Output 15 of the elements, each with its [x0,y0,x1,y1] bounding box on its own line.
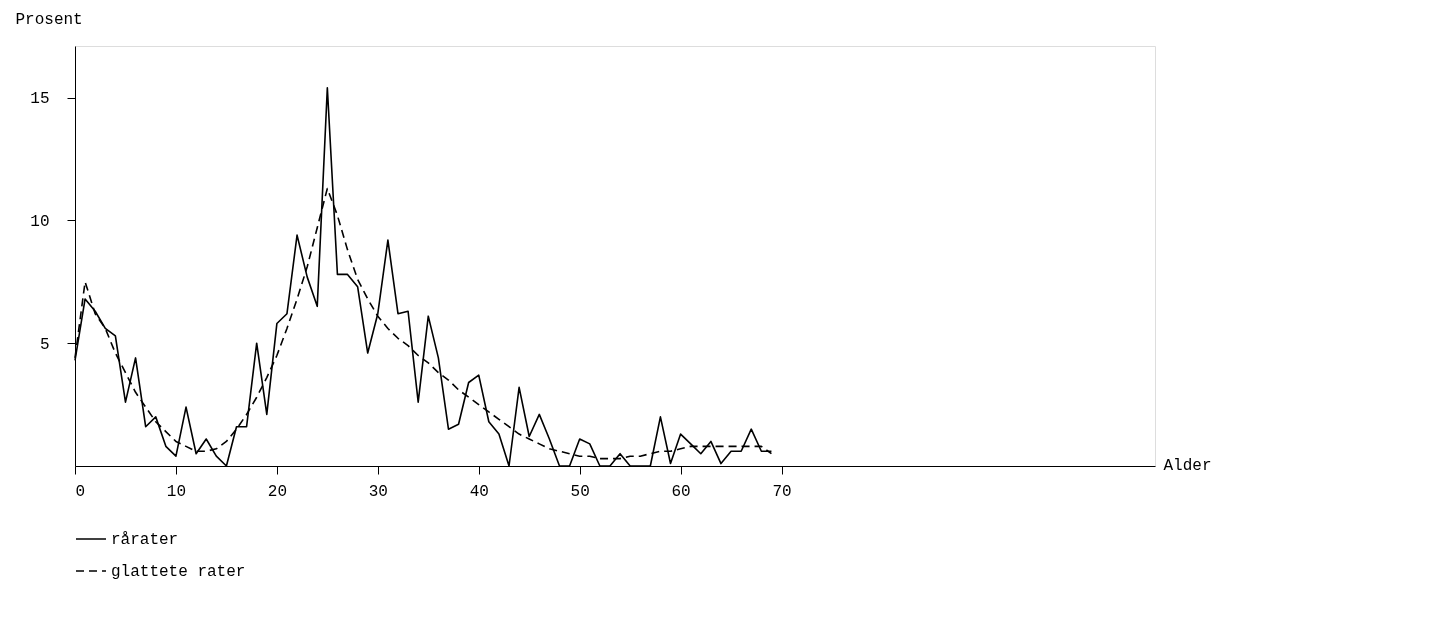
y-tick-label: 15 [30,90,50,109]
x-tick-label: 0 [75,482,86,501]
x-tick-label: 60 [671,482,691,501]
x-tick-label: 40 [469,482,489,501]
legend-label: glattete rater [111,563,246,581]
y-tick-label: 5 [39,335,50,354]
x-tick-label: 10 [166,482,187,501]
x-tick-label: 20 [267,482,287,501]
legend-label: rårater [111,531,179,549]
x-axis-title: Alder [1163,456,1212,475]
y-tick-label: 10 [30,212,50,231]
x-tick-label: 30 [368,482,388,501]
x-tick-label: 50 [570,482,590,501]
x-tick-label: 70 [772,482,792,501]
y-axis-title: Prosent [15,10,83,29]
